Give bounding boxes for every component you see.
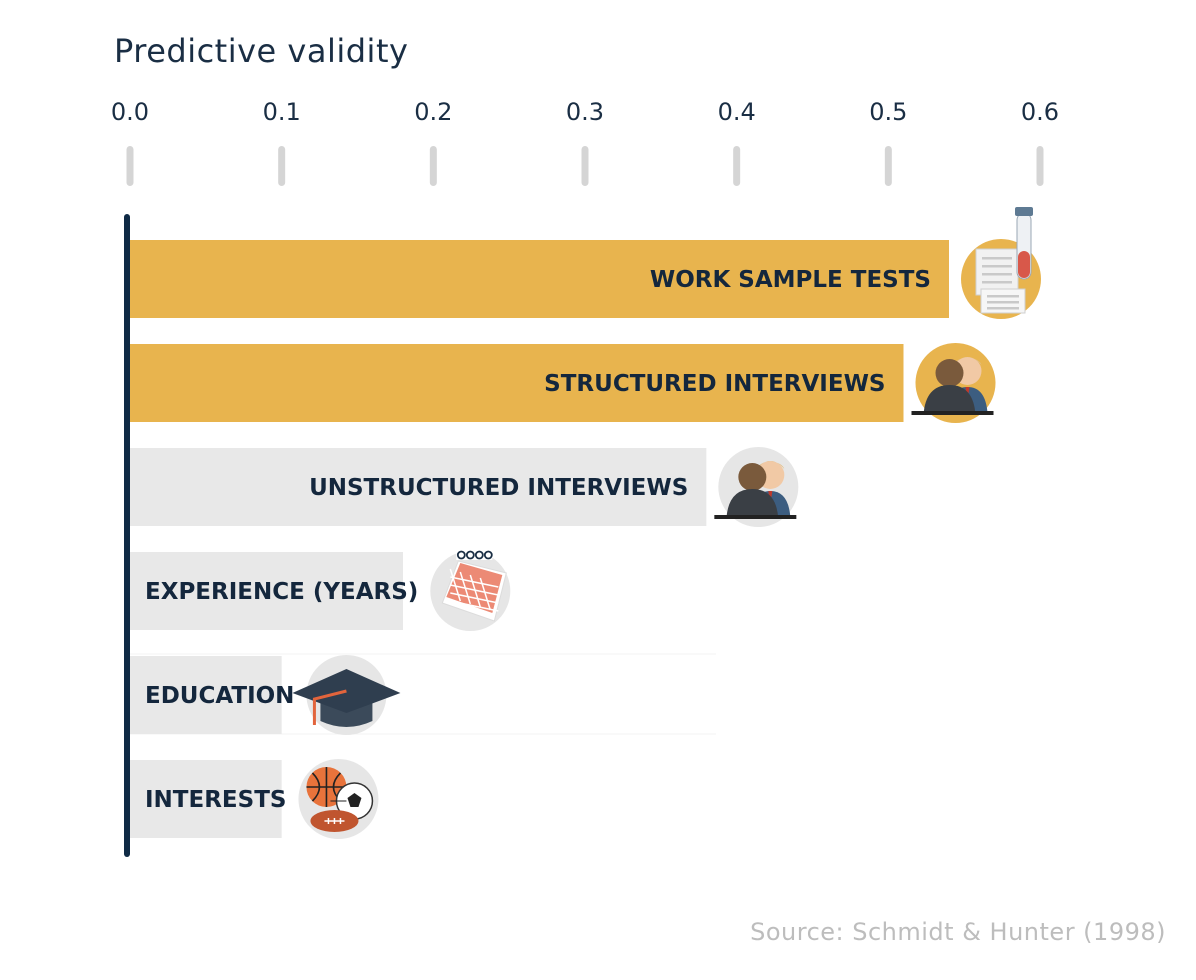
chart-title: Predictive validity [114,32,409,70]
source-note: Source: Schmidt & Hunter (1998) [750,918,1166,946]
bar-label: EDUCATION [145,683,294,709]
bar-icons [292,207,1041,839]
bar [130,344,904,422]
bar [130,240,949,318]
tick-mark [884,146,892,186]
y-axis-line [124,214,130,857]
interview-icon [714,447,799,527]
bar-label: UNSTRUCTURED INTERVIEWS [309,475,688,501]
bar [130,656,282,734]
tick-mark [581,146,589,186]
x-axis-ticks: 0.0 0.1 0.2 0.3 0.4 0.5 0.6 [111,98,1059,186]
bar [130,760,282,838]
bar-label: WORK SAMPLE TESTS [650,267,931,293]
test-tube-clipboard-icon [961,207,1041,319]
bar [130,552,403,630]
tick-mark [278,146,286,186]
tick-mark [1036,146,1044,186]
tick-mark [126,146,134,186]
graduation-cap-icon [292,655,401,735]
tick-label: 0.1 [263,98,301,126]
tick-label: 0.2 [414,98,452,126]
sports-balls-icon [298,759,379,839]
tick-label: 0.0 [111,98,149,126]
tick-label: 0.4 [718,98,756,126]
tick-label: 0.5 [869,98,907,126]
tick-label: 0.6 [1021,98,1059,126]
bar-label: EXPERIENCE (YEARS) [145,579,418,605]
bar [130,448,707,526]
bar-label: STRUCTURED INTERVIEWS [544,371,885,397]
bars: WORK SAMPLE TESTS STRUCTURED INTERVIEWS UN… [130,240,949,838]
tick-mark [733,146,741,186]
tick-label: 0.3 [566,98,604,126]
bar-label: INTERESTS [145,787,286,813]
interview-icon [911,343,996,423]
calendar-icon [430,550,511,631]
tick-mark [429,146,437,186]
